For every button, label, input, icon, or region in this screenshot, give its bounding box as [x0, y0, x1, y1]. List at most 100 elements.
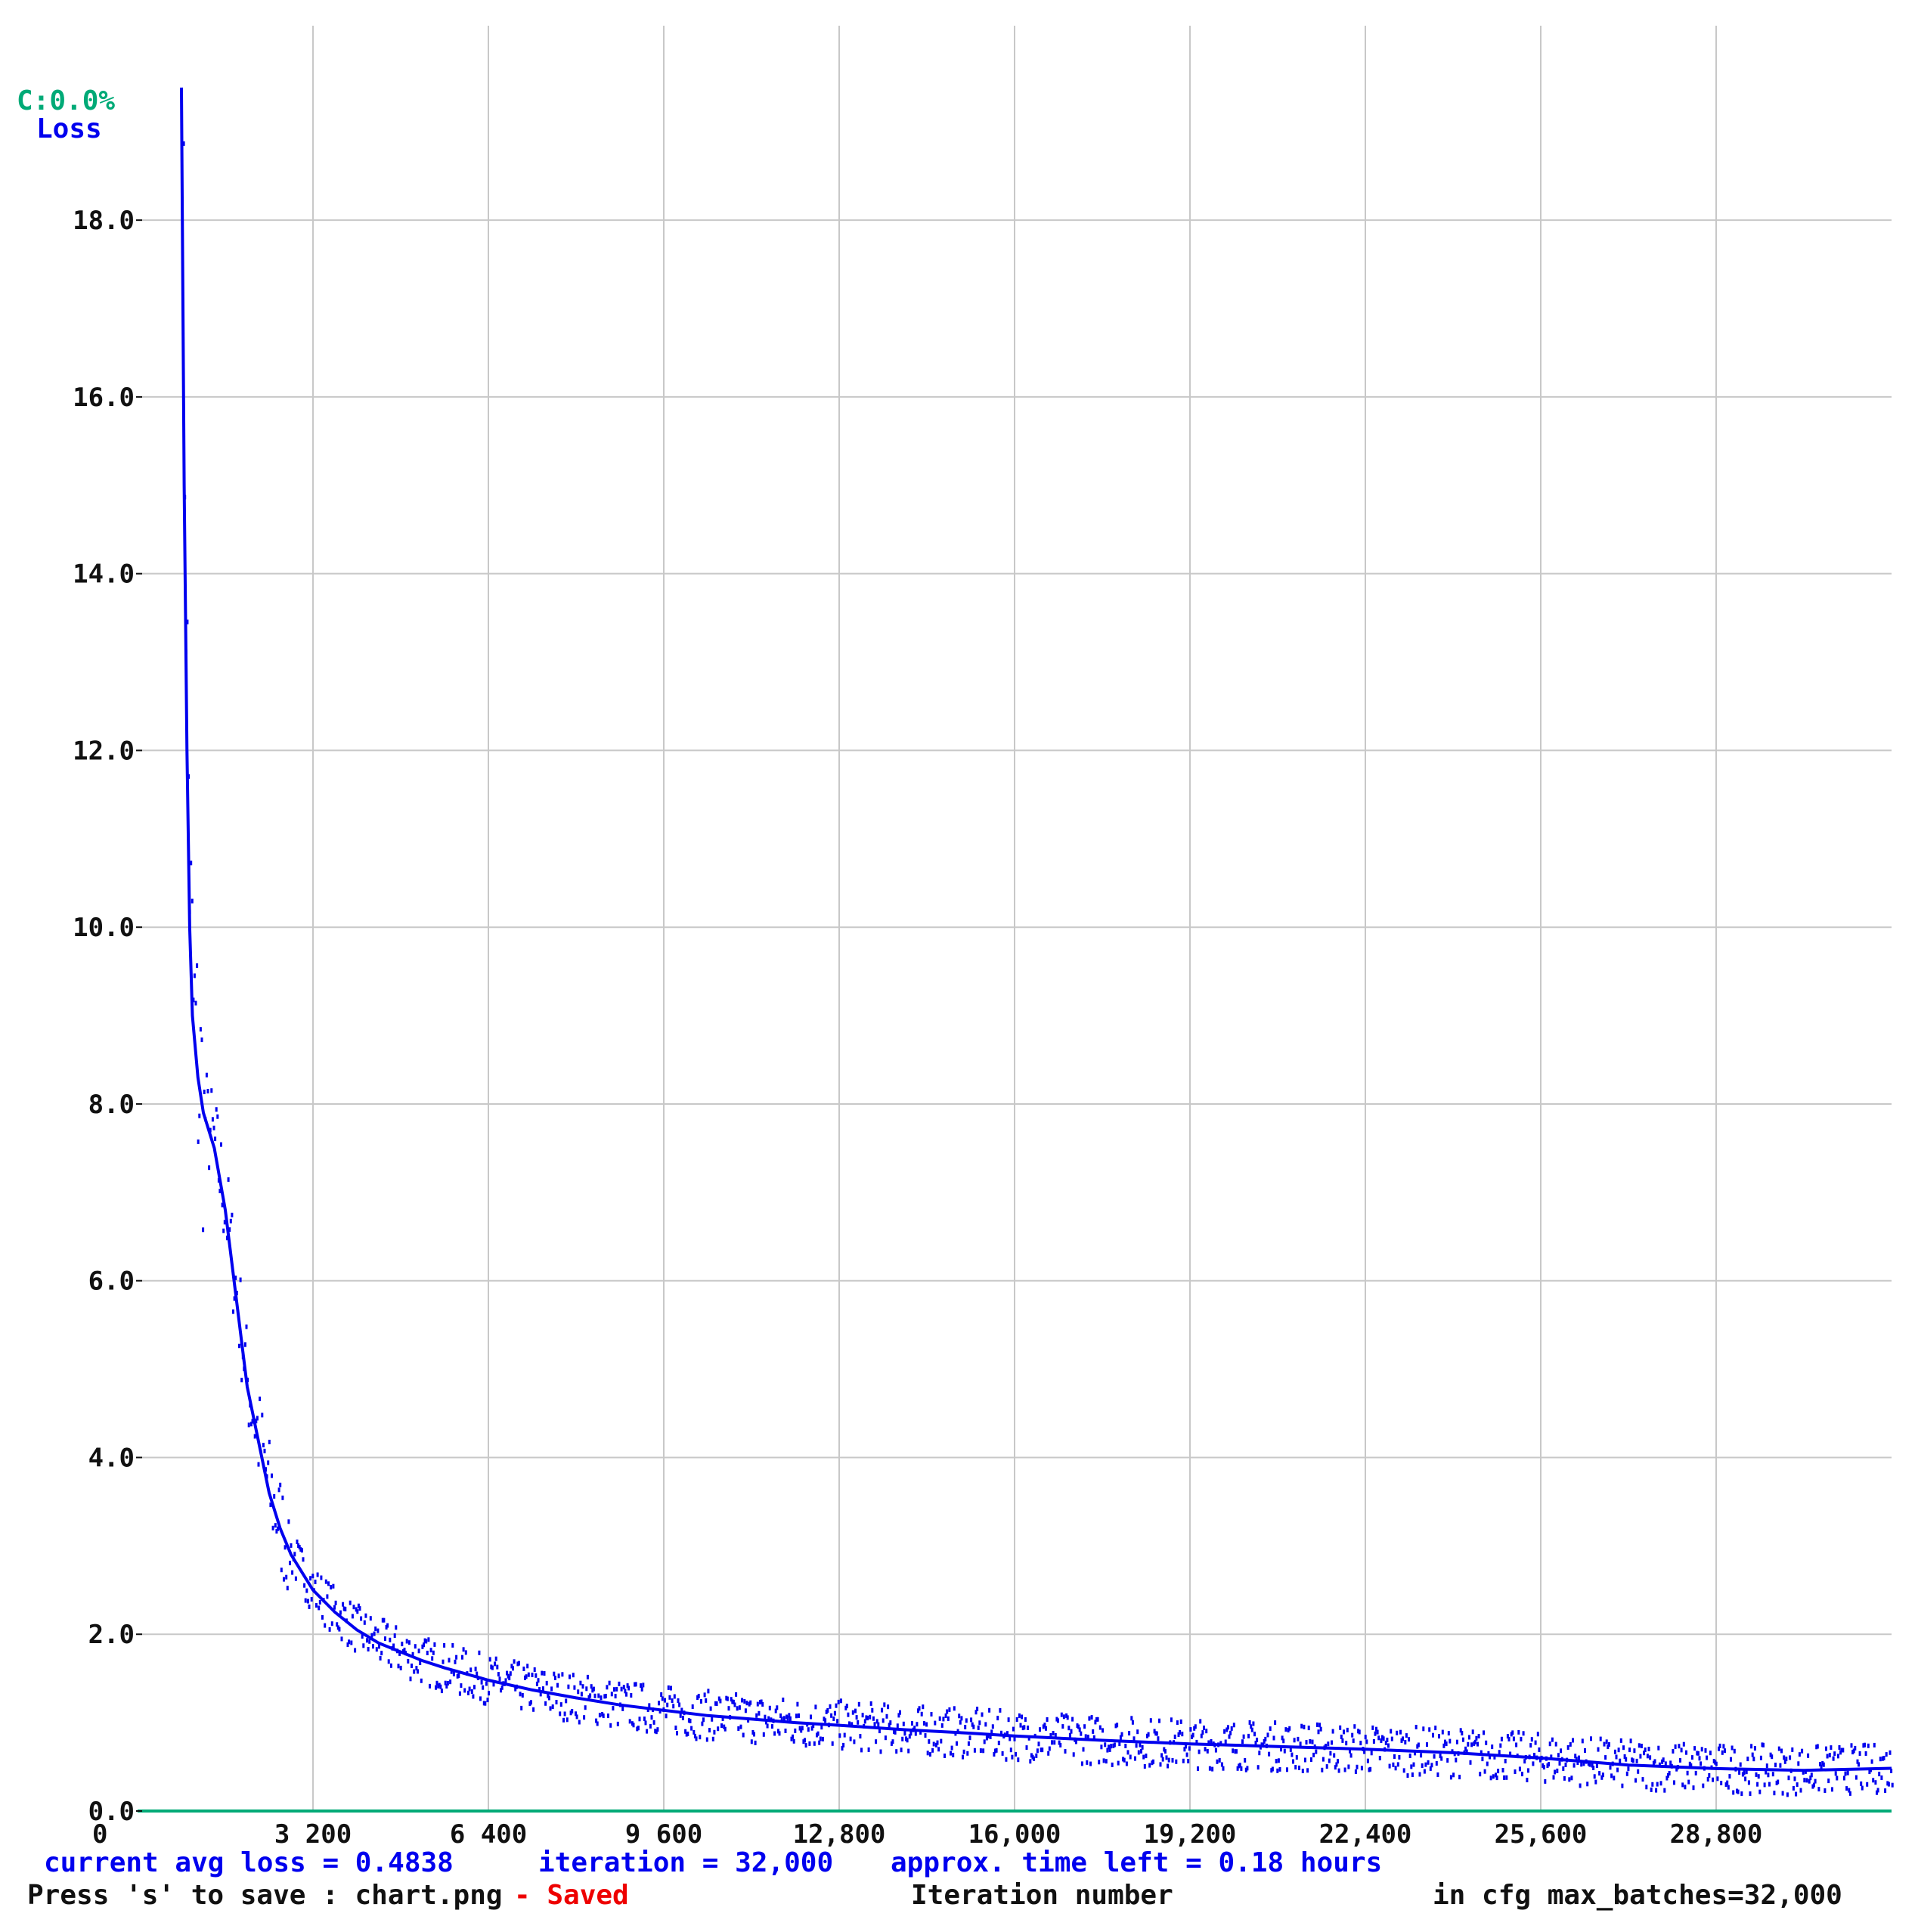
- loss-point: [415, 1666, 418, 1671]
- loss-point: [1119, 1735, 1122, 1740]
- loss-point: [1709, 1751, 1712, 1756]
- loss-point: [1615, 1754, 1618, 1760]
- loss-point: [443, 1642, 446, 1648]
- loss-point: [411, 1651, 414, 1657]
- loss-point: [294, 1576, 297, 1581]
- loss-point: [1358, 1729, 1361, 1735]
- loss-point: [1564, 1762, 1567, 1767]
- loss-point: [1371, 1725, 1374, 1730]
- loss-point: [1185, 1744, 1187, 1749]
- loss-point: [1601, 1772, 1604, 1778]
- loss-point: [1152, 1759, 1154, 1764]
- loss-point: [567, 1684, 570, 1689]
- loss-point: [632, 1723, 635, 1728]
- loss-point: [1253, 1732, 1256, 1737]
- loss-point: [1046, 1717, 1049, 1722]
- loss-point: [211, 1117, 214, 1122]
- loss-point: [423, 1642, 425, 1648]
- loss-point: [1854, 1775, 1858, 1780]
- loss-point: [1232, 1748, 1235, 1754]
- loss-point: [1442, 1743, 1445, 1748]
- x-tick-label: 22,400: [1319, 1819, 1412, 1850]
- loss-point: [1873, 1742, 1876, 1747]
- loss-point: [397, 1664, 400, 1669]
- loss-point: [1453, 1751, 1456, 1757]
- loss-point: [1753, 1746, 1756, 1751]
- loss-point: [934, 1742, 937, 1747]
- loss-point: [1002, 1734, 1005, 1739]
- loss-point: [1503, 1775, 1506, 1780]
- loss-point: [355, 1607, 358, 1612]
- loss-point: [407, 1640, 411, 1645]
- loss-point: [756, 1701, 759, 1707]
- loss-point: [959, 1720, 962, 1725]
- loss-point: [1382, 1736, 1385, 1741]
- loss-point: [1021, 1726, 1024, 1731]
- loss-point: [1556, 1768, 1559, 1773]
- loss-point: [622, 1685, 625, 1690]
- loss-point: [798, 1713, 800, 1718]
- loss-point: [889, 1720, 892, 1726]
- loss-point: [432, 1650, 435, 1655]
- loss-point: [1684, 1785, 1687, 1790]
- loss-point: [249, 1403, 252, 1408]
- loss-point: [1809, 1775, 1812, 1781]
- loss-point: [1352, 1738, 1355, 1744]
- loss-point: [792, 1734, 795, 1739]
- loss-point: [368, 1639, 371, 1644]
- loss-point: [1870, 1759, 1873, 1764]
- loss-point: [891, 1739, 894, 1744]
- loss-point: [1676, 1765, 1679, 1769]
- loss-point: [357, 1603, 360, 1608]
- loss-point: [279, 1482, 282, 1487]
- loss-point: [1740, 1791, 1743, 1797]
- loss-point: [824, 1718, 827, 1723]
- loss-point: [1206, 1748, 1209, 1754]
- loss-point: [1876, 1788, 1879, 1793]
- loss-point: [320, 1575, 323, 1580]
- loss-point: [1854, 1745, 1857, 1751]
- loss-point: [988, 1707, 991, 1713]
- loss-point: [786, 1716, 789, 1721]
- save-hint: Press 's' to save : chart.png: [27, 1880, 503, 1911]
- loss-point: [1822, 1762, 1825, 1767]
- loss-point: [1159, 1762, 1162, 1767]
- loss-point: [1036, 1748, 1039, 1754]
- loss-point: [1260, 1742, 1263, 1747]
- loss-point: [1590, 1736, 1592, 1741]
- loss-point: [905, 1736, 907, 1741]
- loss-point: [1452, 1772, 1455, 1778]
- loss-point: [1861, 1785, 1864, 1791]
- loss-point: [439, 1684, 442, 1689]
- loss-point: [1493, 1754, 1496, 1760]
- loss-point: [1210, 1739, 1213, 1744]
- loss-point: [790, 1736, 793, 1741]
- loss-point: [332, 1583, 335, 1589]
- loss-point: [1868, 1769, 1871, 1775]
- loss-point: [1027, 1726, 1030, 1730]
- loss-point: [1570, 1775, 1573, 1781]
- loss-point: [237, 1310, 240, 1315]
- loss-point: [1465, 1749, 1468, 1754]
- loss-point: [1074, 1739, 1077, 1744]
- loss-point: [1001, 1751, 1004, 1756]
- loss-point: [322, 1598, 325, 1603]
- loss-point: [1171, 1757, 1174, 1763]
- loss-point: [1369, 1766, 1372, 1772]
- loss-point: [1434, 1726, 1437, 1731]
- loss-point: [942, 1716, 945, 1722]
- loss-point: [531, 1673, 534, 1677]
- loss-point: [1045, 1726, 1047, 1731]
- loss-point: [1303, 1757, 1306, 1763]
- loss-point: [1733, 1748, 1736, 1754]
- loss-point: [737, 1726, 740, 1731]
- loss-point: [1078, 1727, 1081, 1732]
- loss-point: [280, 1568, 283, 1573]
- loss-point: [947, 1716, 950, 1721]
- loss-point: [1674, 1744, 1677, 1749]
- loss-point: [1546, 1763, 1549, 1768]
- loss-point: [1540, 1755, 1543, 1760]
- loss-point: [1256, 1765, 1260, 1770]
- loss-point: [1354, 1769, 1357, 1774]
- loss-point: [654, 1729, 657, 1734]
